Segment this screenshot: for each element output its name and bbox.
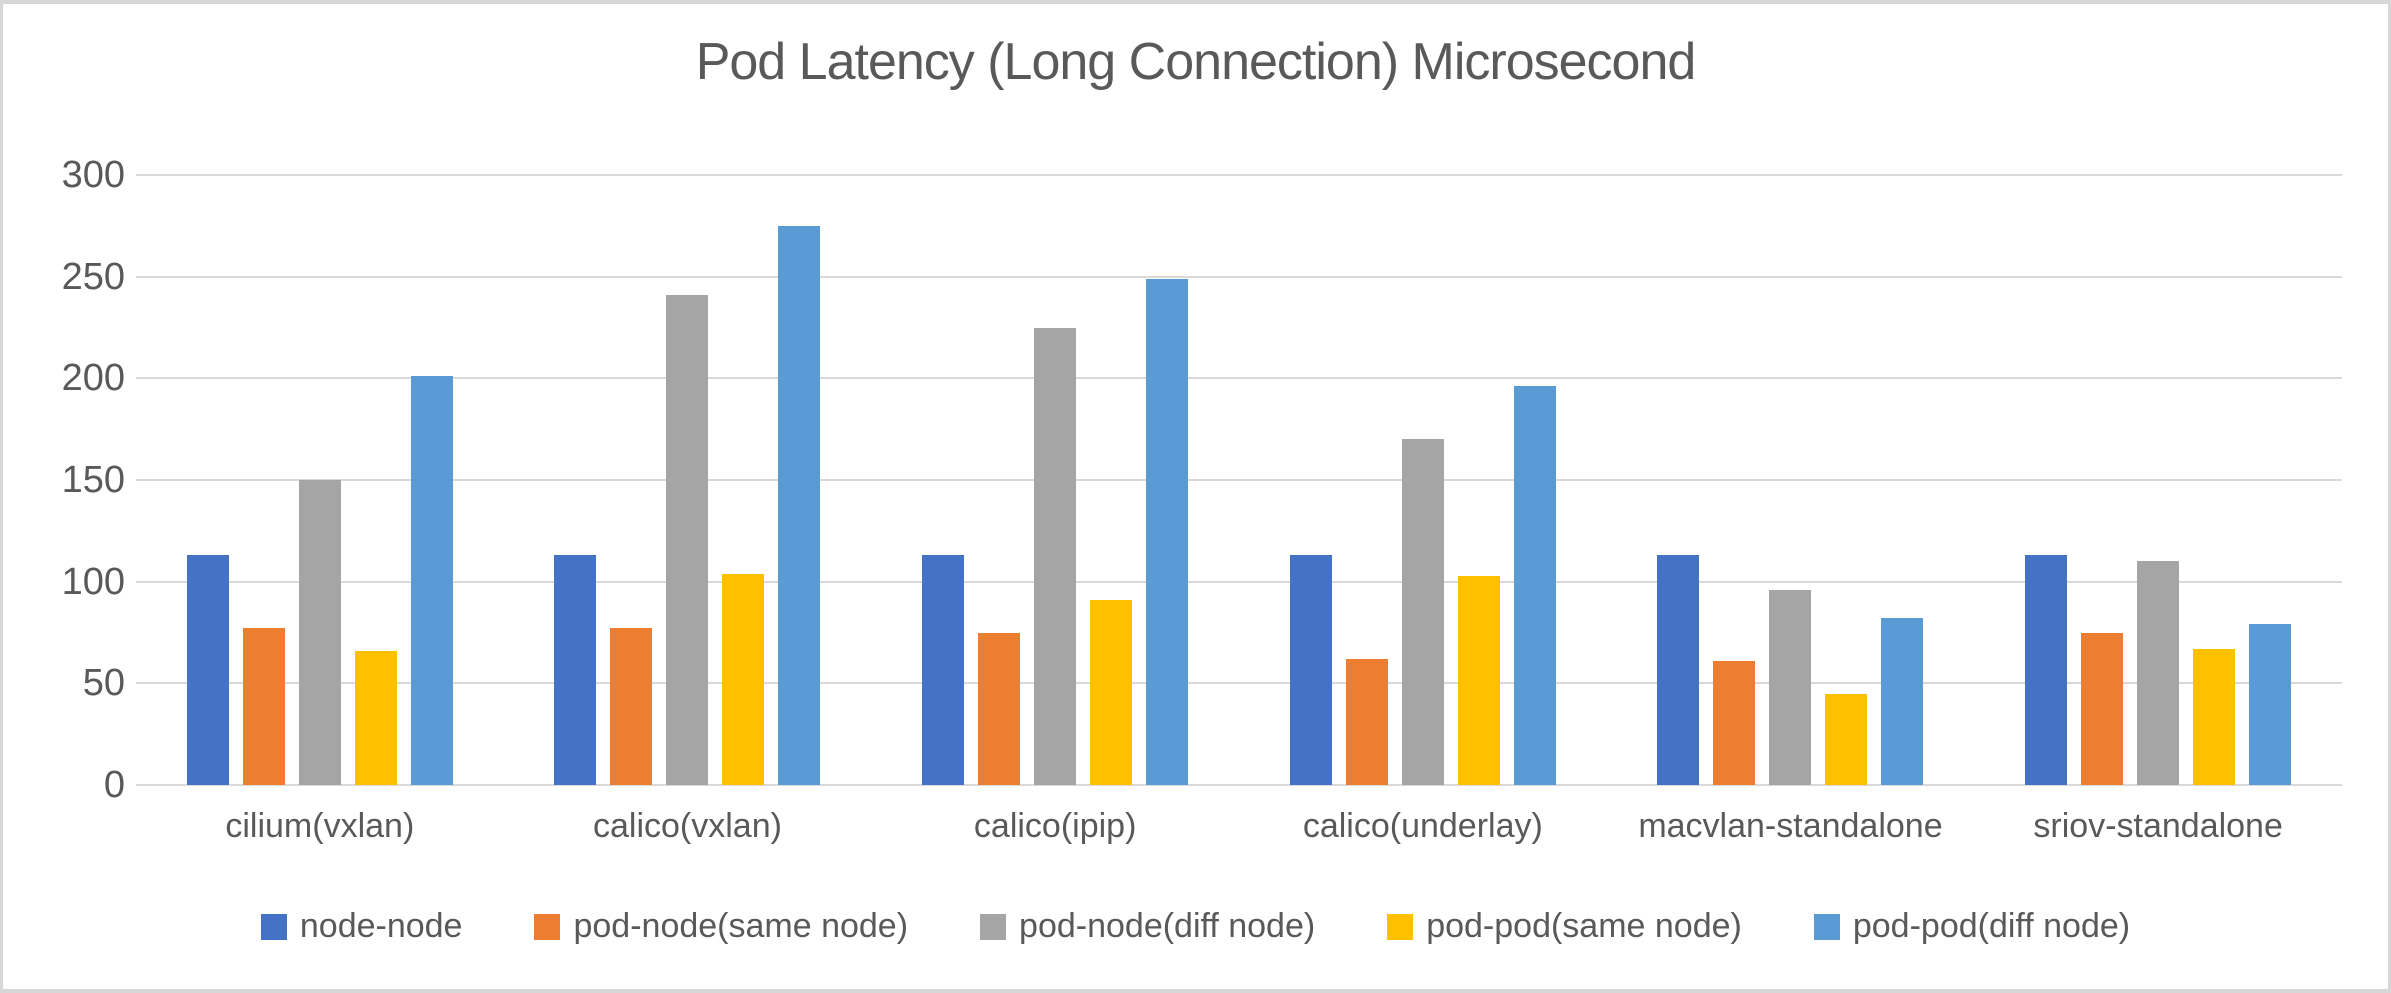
legend-label: pod-pod(same node) — [1426, 907, 1742, 945]
bar-node-node-calico(vxlan) — [554, 555, 597, 785]
plot-area — [136, 174, 2342, 786]
legend-label: pod-pod(diff node) — [1852, 907, 2131, 945]
bar-pod-pod(diff node)-calico(vxlan) — [778, 225, 821, 785]
y-tick-label-200: 200 — [61, 357, 125, 400]
bar-pod-pod(same node)-calico(ipip) — [1090, 599, 1133, 785]
bar-node-node-sriov-standalone — [2025, 555, 2068, 785]
bar-pod-node(same node)-calico(underlay) — [1345, 658, 1388, 785]
legend-item-pod-node(same node): pod-node(same node) — [534, 907, 908, 946]
bar-pod-node(same node)-cilium(vxlan) — [242, 628, 285, 785]
bar-group-calico(underlay) — [1239, 175, 1607, 785]
y-tick-label-150: 150 — [61, 459, 125, 501]
x-tick-label-sriov-standalone: sriov-standalone — [2033, 807, 2283, 845]
gridline-150 — [136, 479, 2342, 481]
bar-pod-node(same node)-calico(ipip) — [978, 632, 1021, 785]
bar-pod-node(diff node)-calico(underlay) — [1401, 439, 1444, 785]
bar-pod-pod(same node)-sriov-standalone — [2193, 648, 2236, 785]
bar-group-cilium(vxlan) — [136, 175, 504, 785]
x-tick-label-calico(vxlan): calico(vxlan) — [593, 807, 782, 845]
bar-pod-pod(diff node)-macvlan-standalone — [1881, 618, 1924, 785]
gridline-100 — [136, 580, 2342, 583]
bar-pod-pod(diff node)-calico(underlay) — [1513, 386, 1556, 785]
chart-title: Pod Latency (Long Connection) Microsecon… — [695, 33, 1697, 91]
x-tick-label-macvlan-standalone: macvlan-standalone — [1638, 807, 1943, 845]
y-tick-label-50: 50 — [82, 662, 125, 705]
bar-pod-node(diff node)-calico(vxlan) — [666, 294, 709, 785]
y-tick-label-0: 0 — [103, 764, 125, 806]
bar-pod-pod(same node)-calico(underlay) — [1457, 575, 1500, 785]
y-tick-label-100: 100 — [61, 560, 125, 603]
gridline-0 — [136, 784, 2342, 786]
legend-swatch-icon — [1387, 913, 1414, 940]
legend-swatch-icon — [980, 913, 1007, 940]
bar-pod-pod(diff node)-calico(ipip) — [1146, 278, 1189, 785]
bar-pod-pod(diff node)-cilium(vxlan) — [410, 376, 453, 785]
y-tick-label-300: 300 — [61, 154, 125, 196]
legend-item-node-node: node-node — [260, 907, 463, 946]
bar-pod-pod(same node)-calico(vxlan) — [722, 573, 765, 785]
legend-swatch-icon — [260, 913, 287, 940]
bar-pod-node(same node)-calico(vxlan) — [610, 628, 653, 785]
bar-group-macvlan-standalone — [1607, 175, 1975, 785]
bar-pod-node(same node)-macvlan-standalone — [1713, 660, 1756, 785]
x-tick-label-calico(underlay): calico(underlay) — [1302, 807, 1543, 845]
bar-pod-pod(diff node)-sriov-standalone — [2249, 624, 2292, 785]
bar-group-sriov-standalone — [1974, 175, 2342, 785]
gridline-250 — [136, 275, 2342, 278]
bar-node-node-macvlan-standalone — [1657, 555, 1700, 785]
legend-item-pod-pod(same node): pod-pod(same node) — [1387, 907, 1742, 946]
gridline-50 — [136, 682, 2342, 685]
x-tick-label-cilium(vxlan): cilium(vxlan) — [225, 807, 415, 845]
bar-pod-node(diff node)-calico(ipip) — [1034, 327, 1077, 785]
x-tick-label-calico(ipip): calico(ipip) — [973, 807, 1137, 845]
legend-swatch-icon — [534, 913, 561, 940]
legend-item-pod-node(diff node): pod-node(diff node) — [980, 907, 1315, 946]
legend-label: pod-node(same node) — [573, 907, 909, 945]
bar-pod-node(diff node)-macvlan-standalone — [1769, 589, 1812, 785]
bar-node-node-calico(underlay) — [1289, 555, 1332, 785]
bar-node-node-calico(ipip) — [922, 555, 965, 785]
bar-group-calico(vxlan) — [504, 175, 872, 785]
bar-node-node-cilium(vxlan) — [186, 555, 229, 785]
legend: node-node pod-node(same node) pod-node(dif… — [3, 907, 2388, 946]
bar-pod-node(same node)-sriov-standalone — [2081, 632, 2124, 785]
bar-group-calico(ipip) — [871, 175, 1239, 785]
bar-pod-pod(same node)-cilium(vxlan) — [354, 650, 397, 785]
gridline-300 — [136, 174, 2342, 176]
legend-label: node-node — [299, 907, 463, 945]
gridline-200 — [136, 377, 2342, 380]
y-tick-label-250: 250 — [61, 255, 125, 298]
bar-pod-node(diff node)-cilium(vxlan) — [298, 480, 341, 785]
legend-swatch-icon — [1813, 913, 1840, 940]
legend-label: pod-node(diff node) — [1019, 907, 1316, 945]
bar-pod-pod(same node)-macvlan-standalone — [1825, 693, 1868, 785]
bar-pod-node(diff node)-sriov-standalone — [2137, 561, 2180, 785]
legend-item-pod-pod(diff node): pod-pod(diff node) — [1813, 907, 2131, 946]
